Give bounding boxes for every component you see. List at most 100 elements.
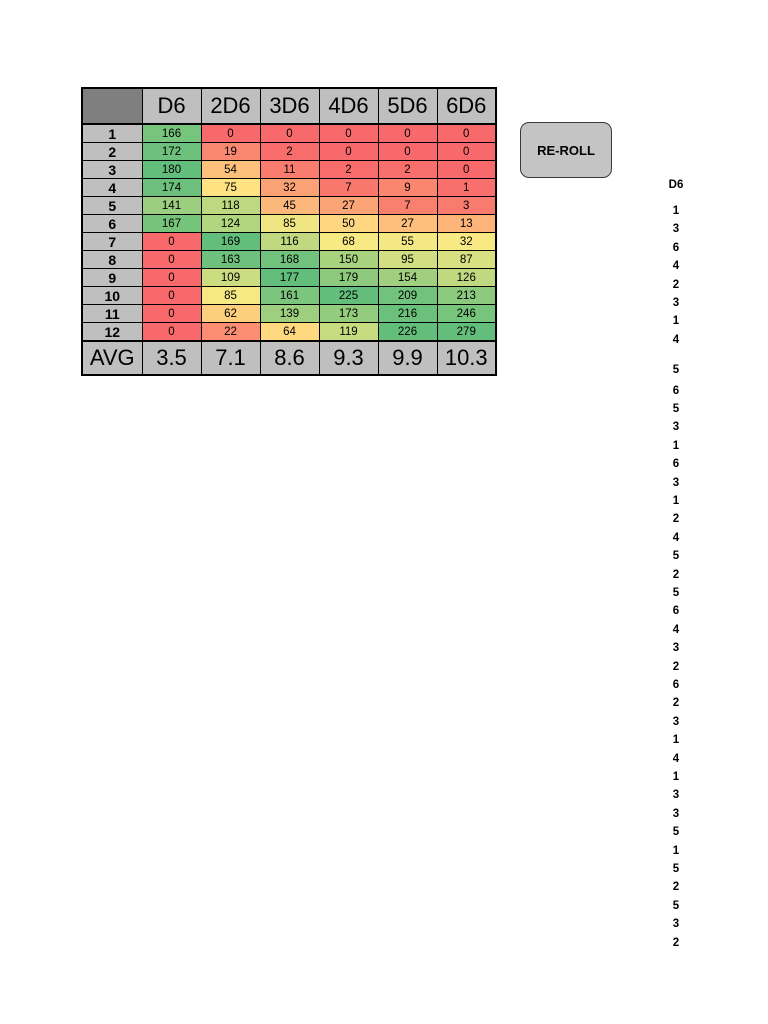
column-header-d6[interactable]: D6	[141, 87, 202, 125]
count-cell[interactable]: 13	[436, 214, 497, 233]
count-cell[interactable]: 62	[200, 304, 261, 323]
roll-value[interactable]: 5	[672, 863, 680, 875]
count-cell[interactable]: 169	[200, 232, 261, 251]
count-cell[interactable]: 95	[377, 250, 438, 269]
count-cell[interactable]: 0	[141, 250, 202, 269]
count-cell[interactable]: 68	[318, 232, 379, 251]
count-cell[interactable]: 216	[377, 304, 438, 323]
roll-value[interactable]: 5	[672, 587, 680, 599]
count-cell[interactable]: 19	[200, 142, 261, 161]
roll-value[interactable]: 3	[672, 421, 680, 434]
count-cell[interactable]: 2	[377, 160, 438, 179]
count-cell[interactable]: 179	[318, 268, 379, 287]
count-cell[interactable]: 0	[318, 123, 379, 143]
roll-value[interactable]: 5	[672, 403, 680, 415]
roll-value[interactable]: 2	[672, 936, 680, 949]
row-label[interactable]: 5	[81, 196, 143, 215]
roll-value[interactable]: 6	[672, 458, 680, 471]
count-cell[interactable]: 163	[200, 250, 261, 269]
row-label[interactable]: 3	[81, 160, 143, 179]
count-cell[interactable]: 0	[200, 123, 261, 143]
roll-value[interactable]: 2	[672, 278, 680, 291]
roll-value[interactable]: 1	[672, 844, 680, 857]
count-cell[interactable]: 1	[436, 178, 497, 197]
count-cell[interactable]: 87	[436, 250, 497, 269]
count-cell[interactable]: 167	[141, 214, 202, 233]
roll-value[interactable]: 1	[672, 439, 680, 452]
count-cell[interactable]: 174	[141, 178, 202, 197]
roll-value[interactable]: 4	[672, 752, 680, 765]
roll-value[interactable]: 2	[672, 568, 680, 581]
count-cell[interactable]: 172	[141, 142, 202, 161]
average-cell[interactable]: 3.5	[141, 340, 202, 376]
count-cell[interactable]: 3	[436, 196, 497, 215]
column-header-5d6[interactable]: 5D6	[377, 87, 438, 125]
average-cell[interactable]: 8.6	[259, 340, 320, 376]
count-cell[interactable]: 109	[200, 268, 261, 287]
average-label[interactable]: AVG	[81, 340, 143, 376]
roll-value[interactable]: 3	[672, 223, 680, 236]
count-cell[interactable]: 9	[377, 178, 438, 197]
roll-value[interactable]: 2	[672, 513, 680, 526]
roll-value[interactable]: 3	[672, 918, 680, 931]
column-header-3d6[interactable]: 3D6	[259, 87, 320, 125]
row-label[interactable]: 7	[81, 232, 143, 251]
roll-value[interactable]: 1	[672, 205, 680, 217]
average-cell[interactable]: 7.1	[200, 340, 261, 376]
count-cell[interactable]: 116	[259, 232, 320, 251]
corner-cell[interactable]	[81, 87, 143, 125]
count-cell[interactable]: 0	[141, 286, 202, 305]
row-label[interactable]: 12	[81, 322, 143, 342]
column-header-6d6[interactable]: 6D6	[436, 87, 497, 125]
count-cell[interactable]: 45	[259, 196, 320, 215]
count-cell[interactable]: 279	[436, 322, 497, 342]
count-cell[interactable]: 0	[436, 123, 497, 143]
count-cell[interactable]: 246	[436, 304, 497, 323]
roll-value[interactable]: 1	[672, 734, 680, 747]
count-cell[interactable]: 150	[318, 250, 379, 269]
count-cell[interactable]: 119	[318, 322, 379, 342]
row-label[interactable]: 8	[81, 250, 143, 269]
count-cell[interactable]: 32	[259, 178, 320, 197]
row-label[interactable]: 10	[81, 286, 143, 305]
roll-list-header[interactable]: D6	[668, 179, 684, 191]
count-cell[interactable]: 0	[141, 232, 202, 251]
count-cell[interactable]: 0	[377, 123, 438, 143]
roll-value[interactable]: 3	[672, 789, 680, 802]
count-cell[interactable]: 2	[318, 160, 379, 179]
count-cell[interactable]: 85	[259, 214, 320, 233]
count-cell[interactable]: 0	[436, 160, 497, 179]
row-label[interactable]: 9	[81, 268, 143, 287]
count-cell[interactable]: 0	[377, 142, 438, 161]
roll-value[interactable]: 6	[672, 605, 680, 618]
count-cell[interactable]: 0	[141, 268, 202, 287]
count-cell[interactable]: 168	[259, 250, 320, 269]
roll-value[interactable]: 5	[672, 899, 680, 912]
roll-value[interactable]: 5	[672, 550, 680, 563]
count-cell[interactable]: 180	[141, 160, 202, 179]
roll-value[interactable]: 4	[672, 333, 680, 346]
roll-value[interactable]: 2	[672, 697, 680, 710]
count-cell[interactable]: 173	[318, 304, 379, 323]
roll-value[interactable]: 5	[672, 364, 680, 377]
count-cell[interactable]: 139	[259, 304, 320, 323]
roll-value[interactable]: 1	[672, 771, 680, 783]
re-roll-button[interactable]: RE-ROLL	[520, 122, 612, 178]
roll-value[interactable]: 6	[672, 679, 680, 691]
row-label[interactable]: 6	[81, 214, 143, 233]
roll-value[interactable]: 6	[672, 241, 680, 254]
roll-value[interactable]: 5	[672, 826, 680, 839]
average-cell[interactable]: 9.9	[377, 340, 438, 376]
count-cell[interactable]: 54	[200, 160, 261, 179]
count-cell[interactable]: 0	[436, 142, 497, 161]
roll-value[interactable]: 3	[672, 715, 680, 728]
roll-value[interactable]: 2	[672, 881, 680, 894]
count-cell[interactable]: 50	[318, 214, 379, 233]
count-cell[interactable]: 0	[141, 304, 202, 323]
count-cell[interactable]: 118	[200, 196, 261, 215]
roll-value[interactable]: 3	[672, 476, 680, 489]
row-label[interactable]: 2	[81, 142, 143, 161]
count-cell[interactable]: 161	[259, 286, 320, 305]
row-label[interactable]: 11	[81, 304, 143, 323]
count-cell[interactable]: 7	[318, 178, 379, 197]
